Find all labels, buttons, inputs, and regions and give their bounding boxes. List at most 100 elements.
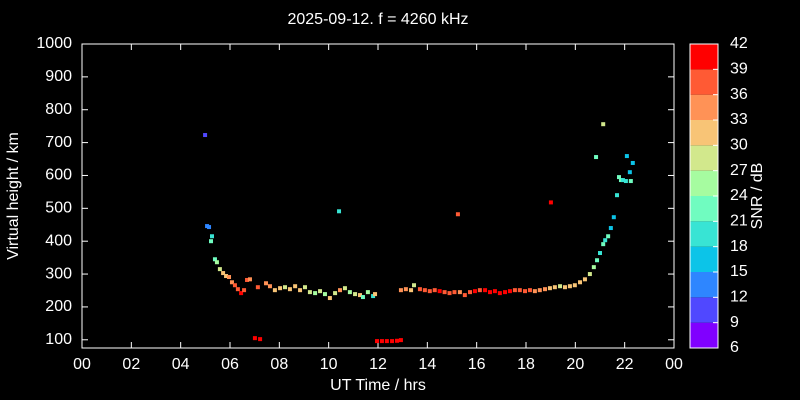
data-point	[221, 271, 226, 276]
data-point	[327, 296, 332, 301]
y-tick-label: 1000	[36, 35, 72, 52]
data-point	[239, 291, 244, 296]
x-tick-label: 10	[320, 356, 338, 373]
data-point	[598, 251, 602, 256]
data-point	[252, 336, 257, 341]
data-point	[437, 289, 442, 294]
colorbar-tick-label: 12	[730, 289, 748, 306]
colorbar-band	[690, 221, 718, 247]
data-point	[548, 200, 553, 205]
data-point	[293, 284, 298, 289]
data-point	[337, 209, 342, 214]
colorbar-tick-label: 42	[730, 35, 748, 52]
data-point	[487, 290, 492, 295]
colorbar-tick-label: 21	[730, 213, 748, 230]
data-point	[627, 170, 632, 175]
data-point	[379, 339, 384, 344]
data-point	[616, 175, 621, 180]
y-tick-label: 100	[45, 331, 72, 348]
colorbar-band	[690, 120, 718, 146]
data-point	[203, 133, 208, 138]
data-point	[532, 289, 537, 294]
data-point	[384, 339, 389, 344]
data-point	[452, 290, 457, 295]
data-point	[624, 154, 629, 159]
data-point	[258, 337, 263, 342]
data-point	[417, 287, 422, 292]
data-point	[242, 288, 247, 293]
data-point	[267, 284, 272, 289]
data-point	[272, 288, 277, 293]
data-point	[567, 284, 572, 289]
data-point	[232, 283, 237, 288]
data-point	[342, 286, 347, 291]
data-point	[403, 287, 408, 292]
chart-title: 2025-09-12. f = 4260 kHz	[287, 11, 468, 28]
x-tick-label: 06	[221, 356, 239, 373]
data-point	[409, 288, 414, 293]
data-point	[595, 258, 600, 263]
y-tick-label: 800	[45, 101, 72, 118]
y-tick-label: 500	[45, 200, 72, 217]
data-point	[373, 292, 378, 297]
data-point	[462, 293, 467, 298]
x-tick-label: 16	[468, 356, 486, 373]
colorbar-tick-label: 27	[730, 162, 748, 179]
data-point	[398, 338, 403, 343]
y-tick-label: 300	[45, 265, 72, 282]
colorbar-band	[690, 94, 718, 120]
data-point	[537, 288, 542, 293]
data-point	[375, 339, 380, 344]
data-point	[468, 290, 473, 295]
data-point	[217, 267, 222, 272]
data-point	[601, 242, 606, 247]
data-point	[264, 281, 269, 286]
colorbar-band	[690, 145, 718, 171]
y-tick-label: 400	[45, 232, 72, 249]
colorbar-tick-label: 30	[730, 137, 748, 154]
data-point	[212, 257, 217, 262]
data-point	[591, 265, 596, 270]
x-tick-label: 02	[122, 356, 140, 373]
data-point	[611, 215, 616, 220]
x-tick-label: 20	[566, 356, 584, 373]
colorbar-tick-label: 6	[730, 339, 739, 356]
data-point	[255, 285, 260, 290]
data-point	[582, 277, 587, 282]
data-point	[603, 238, 608, 243]
data-point	[422, 288, 427, 293]
data-point	[628, 179, 633, 184]
data-point	[432, 288, 437, 293]
data-point	[209, 234, 214, 239]
data-point	[394, 338, 399, 343]
data-point	[365, 290, 370, 295]
data-point	[606, 234, 611, 239]
data-point	[630, 160, 635, 165]
x-tick-label: 22	[616, 356, 634, 373]
data-point	[608, 226, 613, 231]
data-point	[620, 178, 625, 183]
data-point	[235, 287, 240, 292]
colorbar-tick-label: 36	[730, 86, 748, 103]
colorbar-tick-label: 24	[730, 187, 748, 204]
data-point	[623, 179, 628, 184]
x-axis-label: UT Time / hrs	[330, 377, 426, 394]
data-point	[338, 288, 343, 293]
data-point	[497, 291, 502, 296]
data-point	[587, 272, 592, 277]
data-point	[227, 275, 232, 280]
data-point	[298, 288, 303, 293]
data-point	[552, 285, 557, 290]
data-point	[517, 288, 522, 293]
data-point	[318, 289, 323, 294]
colorbar-band	[690, 246, 718, 272]
y-axis-label: Virtual height / km	[5, 132, 22, 260]
data-point	[601, 122, 606, 127]
x-tick-label: 04	[172, 356, 190, 373]
data-point	[455, 212, 460, 217]
data-point	[247, 277, 252, 282]
colorbar-label: SNR / dB	[749, 163, 766, 230]
